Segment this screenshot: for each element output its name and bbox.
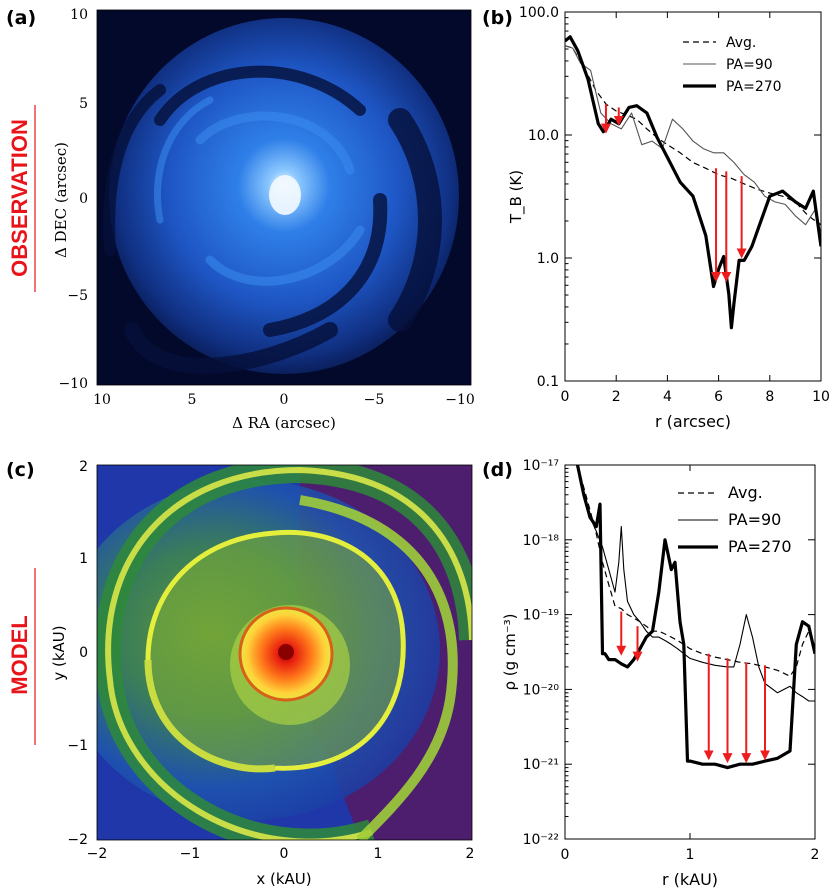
panel-d-tag: (d) <box>482 459 513 481</box>
panel-a: (a) 10 5 0 −5 −10 <box>6 7 475 432</box>
b-plot-frame <box>564 11 822 382</box>
d-ytick-label: 10⁻²² <box>523 832 559 848</box>
panel-c: (c) 2 1 0 −1 −2 −2 −1 0 1 <box>6 459 474 888</box>
panel-a-xticks: 10 5 0 −5 −10 <box>93 392 475 408</box>
b-legend-label: PA=270 <box>726 79 782 95</box>
d-series-group <box>575 465 815 770</box>
b-ylabel: T_B (K) <box>507 170 526 224</box>
d-legend-label: PA=270 <box>728 537 792 556</box>
panel-b-chart: 0 2 4 6 8 10 0.1 1.0 10.0 100.0 r (arcsec) T_B (K) A… <box>507 5 830 431</box>
b-xtick-label: 8 <box>765 389 774 405</box>
panel-c-yticks: 2 1 0 −1 −2 <box>67 459 88 848</box>
d-xlabel: r (kAU) <box>662 870 718 889</box>
svg-text:MODEL: MODEL <box>7 615 32 694</box>
panel-a-ytick: 10 <box>70 7 88 23</box>
panel-a-ytick: −5 <box>67 288 88 304</box>
panel-a-yticks: 10 5 0 −5 −10 <box>58 7 88 392</box>
d-series-pa90-line <box>576 465 815 702</box>
b-xtick-label: 6 <box>714 389 723 405</box>
d-xtick-label: 2 <box>811 847 820 863</box>
panel-a-xlabel: Δ RA (arcsec) <box>232 414 336 432</box>
b-series-avg-line <box>565 45 821 226</box>
panel-a-xtick: −10 <box>445 392 475 408</box>
b-ytick-label: 0.1 <box>537 374 559 390</box>
panel-a-ytick: 0 <box>79 191 88 207</box>
b-legend-label: PA=90 <box>726 57 773 73</box>
d-legend-label: Avg. <box>728 483 763 502</box>
panel-c-ytick: 1 <box>79 551 88 567</box>
panel-a-xtick: −5 <box>364 392 385 408</box>
observation-side-label: OBSERVATION <box>7 105 36 292</box>
panel-c-xtick: 2 <box>466 846 475 862</box>
d-ytick-label: 10⁻¹⁹ <box>523 608 560 624</box>
d-ytick-label: 10⁻²⁰ <box>523 682 560 698</box>
svg-text:OBSERVATION: OBSERVATION <box>7 119 32 277</box>
panel-c-ytick: −2 <box>67 832 88 848</box>
panel-a-ytick: −10 <box>58 376 88 392</box>
panel-c-xtick: 1 <box>374 846 383 862</box>
panel-a-xtick: 10 <box>93 392 111 408</box>
b-series-group <box>565 35 821 330</box>
b-xlabel: r (arcsec) <box>655 412 731 431</box>
panel-c-ylabel: y (kAU) <box>50 625 68 680</box>
b-series-pa270-line <box>565 35 821 330</box>
panel-b: (b) 0 2 4 6 8 10 0.1 1.0 10.0 100.0 r (arcsec) T_B … <box>482 5 830 431</box>
panel-a-xtick: 5 <box>188 392 197 408</box>
panel-c-xtick: −2 <box>87 846 108 862</box>
b-series-pa90-line <box>565 45 821 236</box>
d-ylabel: ρ (g cm⁻³) <box>501 613 519 690</box>
d-legend-label: PA=90 <box>728 510 781 529</box>
panel-c-xtick: 0 <box>280 846 289 862</box>
panel-a-tag: (a) <box>6 7 36 29</box>
b-ytick-label: 100.0 <box>519 5 559 21</box>
panel-a-ytick: 5 <box>79 96 88 112</box>
panel-d: (d) 0 1 2 10⁻²² 10⁻²¹ 10⁻²⁰ 10⁻¹⁹ 10⁻¹⁸ 10⁻¹⁷ r (… <box>482 458 819 889</box>
panel-c-xtick: −1 <box>180 846 201 862</box>
panel-c-tag: (c) <box>6 459 35 481</box>
d-ytick-label: 10⁻¹⁷ <box>523 458 559 474</box>
d-series-avg-line <box>576 465 815 677</box>
b-ytick-label: 10.0 <box>528 128 559 144</box>
b-ytick-label: 1.0 <box>537 251 559 267</box>
d-series-pa270-line <box>575 465 815 770</box>
d-ytick-label: 10⁻¹⁸ <box>523 533 560 549</box>
b-xtick-label: 0 <box>561 389 570 405</box>
b-xtick-label: 10 <box>812 389 830 405</box>
panel-c-ytick: 2 <box>79 459 88 475</box>
panel-b-tag: (b) <box>482 7 513 29</box>
b-legend-label: Avg. <box>726 35 756 51</box>
panel-c-xticks: −2 −1 0 1 2 <box>87 846 475 862</box>
b-xtick-label: 2 <box>612 389 621 405</box>
panel-a-xtick: 0 <box>280 392 289 408</box>
panel-d-chart: 0 1 2 10⁻²² 10⁻²¹ 10⁻²⁰ 10⁻¹⁹ 10⁻¹⁸ 10⁻¹⁷ r (kAU)… <box>501 458 819 889</box>
panel-a-ylabel: Δ DEC (arcsec) <box>52 142 70 258</box>
panel-c-ytick: −1 <box>67 738 88 754</box>
b-xtick-label: 4 <box>663 389 672 405</box>
panel-a-image <box>97 10 471 385</box>
d-xtick-label: 0 <box>561 847 570 863</box>
d-ytick-label: 10⁻²¹ <box>523 757 559 773</box>
model-side-label: MODEL <box>7 568 36 745</box>
panel-c-image <box>97 465 472 840</box>
panel-c-xlabel: x (kAU) <box>256 870 311 888</box>
panel-c-ytick: 0 <box>79 645 88 661</box>
d-xtick-label: 1 <box>686 847 695 863</box>
